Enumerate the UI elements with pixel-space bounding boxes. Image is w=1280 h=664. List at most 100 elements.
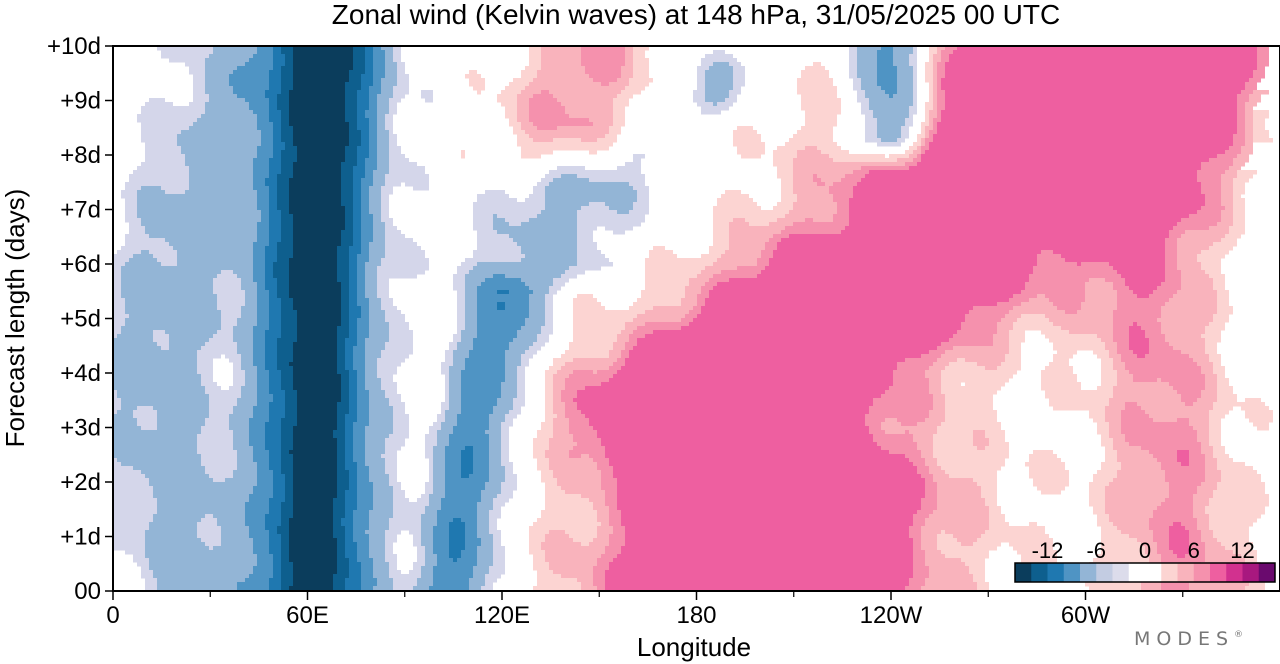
contour-cell: [365, 62, 373, 67]
contour-cell: [337, 418, 345, 423]
contour-cell: [293, 462, 337, 467]
contour-cell: [293, 130, 349, 135]
contour-cell: [233, 442, 249, 447]
contour-cell: [1209, 518, 1257, 523]
contour-cell: [709, 66, 733, 71]
contour-cell: [417, 550, 425, 555]
contour-cell: [129, 174, 189, 179]
contour-cell: [553, 374, 569, 379]
contour-cell: [141, 130, 181, 135]
contour-cell: [877, 122, 905, 127]
colorbar-swatch: [1031, 563, 1048, 582]
contour-cell: [933, 86, 937, 91]
contour-cell: [381, 86, 393, 91]
contour-cell: [349, 322, 357, 327]
contour-cell: [265, 526, 277, 531]
contour-cell: [1213, 370, 1225, 375]
contour-cell: [209, 338, 233, 343]
contour-cell: [1245, 586, 1265, 591]
contour-cell: [349, 78, 361, 83]
contour-cell: [645, 282, 689, 287]
contour-cell: [465, 446, 473, 451]
contour-cell: [877, 142, 901, 147]
contour-cell: [293, 510, 333, 515]
contour-cell: [1125, 402, 1137, 407]
contour-cell: [249, 530, 269, 535]
contour-cell: [293, 230, 341, 235]
contour-cell: [273, 62, 285, 67]
contour-cell: [357, 262, 365, 267]
contour-cell: [377, 118, 385, 123]
contour-cell: [937, 70, 945, 75]
contour-cell: [349, 326, 357, 331]
contour-cell: [369, 122, 377, 127]
contour-cell: [253, 490, 273, 495]
contour-cell: [1221, 202, 1233, 207]
contour-cell: [253, 162, 269, 167]
contour-cell: [717, 202, 757, 207]
contour-cell: [645, 334, 953, 339]
contour-cell: [145, 226, 257, 231]
contour-cell: [581, 62, 625, 67]
contour-cell: [601, 554, 617, 559]
contour-cell: [461, 474, 469, 479]
contour-cell: [569, 266, 601, 271]
contour-cell: [521, 90, 541, 95]
contour-cell: [257, 382, 269, 387]
contour-cell: [505, 218, 529, 223]
contour-cell: [529, 102, 561, 107]
contour-cell: [493, 498, 509, 503]
contour-cell: [929, 566, 969, 571]
contour-cell: [289, 202, 341, 207]
contour-cell: [269, 170, 281, 175]
contour-cell: [877, 442, 917, 447]
contour-cell: [113, 482, 149, 487]
contour-cell: [477, 306, 497, 311]
contour-cell: [937, 106, 945, 111]
contour-cell: [381, 218, 393, 223]
contour-cell: [269, 382, 281, 387]
contour-cell: [145, 534, 197, 539]
contour-cell: [533, 454, 545, 459]
contour-cell: [393, 422, 409, 427]
contour-cell: [269, 202, 277, 207]
contour-cell: [477, 302, 497, 307]
contour-cell: [357, 322, 369, 327]
contour-cell: [349, 390, 357, 395]
contour-cell: [1093, 478, 1113, 483]
contour-cell: [517, 118, 529, 123]
contour-cell: [197, 526, 221, 531]
contour-cell: [609, 566, 913, 571]
contour-cell: [365, 166, 377, 171]
contour-cell: [545, 490, 565, 495]
contour-cell: [377, 154, 389, 159]
contour-cell: [857, 70, 877, 75]
contour-cell: [1221, 214, 1233, 219]
contour-cell: [445, 474, 461, 479]
contour-cell: [529, 298, 545, 303]
contour-cell: [529, 306, 545, 311]
contour-cell: [545, 394, 553, 399]
contour-cell: [793, 170, 853, 175]
contour-cell: [377, 582, 393, 587]
contour-cell: [1105, 506, 1157, 511]
contour-cell: [233, 330, 253, 335]
contour-cell: [937, 538, 957, 543]
contour-cell: [233, 370, 245, 375]
contour-cell: [361, 310, 369, 315]
contour-cell: [285, 406, 297, 411]
contour-cell: [1041, 386, 1081, 391]
contour-cell: [197, 358, 213, 363]
contour-cell: [385, 238, 413, 243]
contour-cell: [113, 302, 125, 307]
contour-cell: [549, 438, 573, 443]
contour-cell: [205, 542, 221, 547]
contour-cell: [353, 522, 369, 527]
contour-cell: [553, 418, 569, 423]
contour-cell: [349, 294, 357, 299]
contour-cell: [973, 442, 989, 447]
contour-cell: [277, 358, 293, 363]
contour-cell: [829, 190, 853, 195]
contour-cell: [385, 74, 397, 79]
contour-cell: [489, 426, 501, 431]
